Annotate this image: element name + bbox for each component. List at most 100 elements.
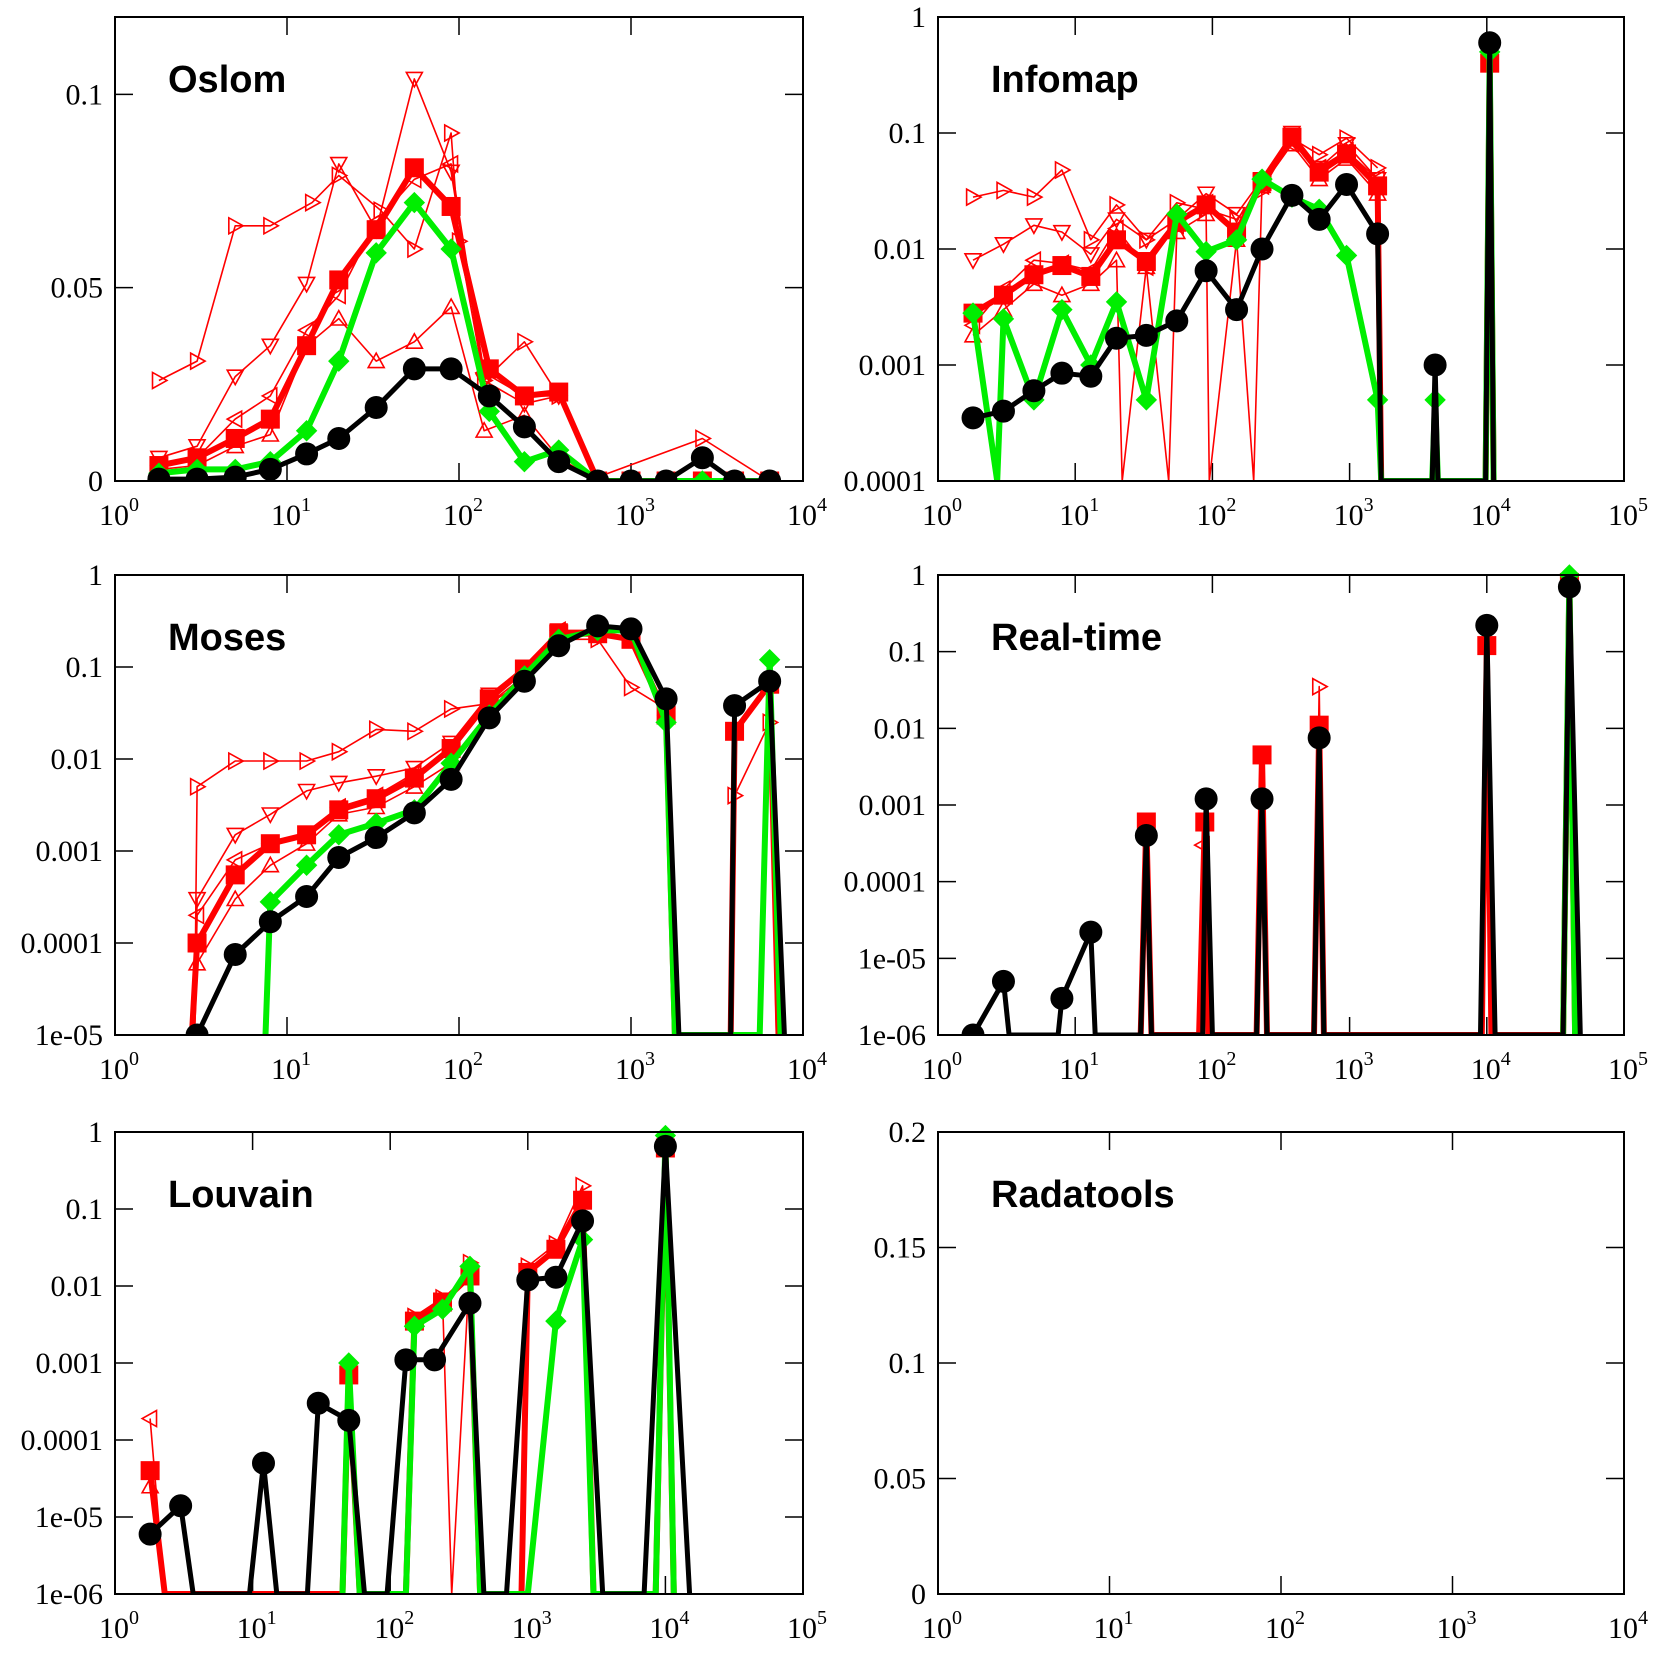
red-square-marker	[260, 834, 280, 854]
black-circle-marker	[547, 634, 571, 658]
red-tri-right-marker	[228, 751, 245, 771]
black-circle-marker	[1050, 986, 1074, 1010]
green-diamond-marker	[545, 1310, 567, 1332]
red-square-marker	[260, 409, 280, 429]
x-tick-label: 105	[1608, 494, 1648, 532]
oslom-series	[147, 71, 782, 481]
black-circle-marker	[654, 469, 678, 481]
real-time-series	[961, 564, 1583, 1035]
x-tick-label: 103	[1437, 1607, 1477, 1645]
red-tri-down-marker	[260, 807, 280, 825]
black-circle-marker	[586, 469, 610, 481]
black-circle-marker	[991, 399, 1015, 423]
black-circle-marker	[991, 969, 1015, 993]
green-diamond-marker	[431, 1298, 454, 1320]
x-tick-label: 102	[1265, 1607, 1305, 1645]
red-tri-down-marker	[994, 236, 1013, 254]
y-tick-label: 0	[911, 1578, 926, 1611]
x-tick-label: 103	[1334, 1048, 1374, 1086]
red-tri-left-marker	[187, 905, 205, 925]
red-tri-right-marker	[443, 123, 461, 143]
x-tick-label: 101	[1059, 1048, 1099, 1086]
x-tick-label: 102	[443, 1048, 483, 1086]
black-circle-marker	[439, 767, 463, 791]
black-circle-marker	[423, 1348, 447, 1372]
red-tri-left-marker	[260, 386, 278, 406]
red-tri-down-marker	[297, 276, 316, 294]
red-square-marker	[514, 386, 534, 406]
y-tick-label: 1	[911, 1, 926, 34]
y-tick-label: 0.01	[51, 1270, 104, 1303]
y-tick-label: 1e-05	[858, 942, 926, 975]
y-tick-label: 0.1	[889, 636, 927, 669]
red-tri-down-marker	[1024, 218, 1044, 235]
x-tick-label: 104	[649, 1607, 689, 1645]
black-circle-marker	[1423, 353, 1447, 377]
y-tick-label: 0.1	[889, 117, 927, 150]
y-tick-label: 0.001	[36, 1347, 104, 1380]
red-tri-right-marker	[517, 332, 535, 352]
red-tri-right-marker	[151, 371, 169, 390]
black-circle-marker	[138, 1522, 162, 1546]
red-tri-right-marker	[1083, 230, 1101, 250]
red-square-marker	[329, 270, 349, 290]
green-diamond-marker	[295, 420, 318, 442]
red-tri-right-marker	[304, 193, 322, 212]
red-tri-down-marker	[329, 156, 349, 174]
black-circle-marker	[1194, 787, 1218, 811]
green-diamond-marker	[459, 1255, 481, 1278]
black-circle-marker	[723, 694, 747, 718]
x-tick-label: 105	[1608, 1048, 1648, 1086]
black-circle-marker	[185, 467, 209, 481]
red-square-marker	[1368, 176, 1388, 196]
y-tick-label: 1e-06	[35, 1578, 103, 1611]
y-tick-label: 0.1	[66, 78, 104, 111]
plot-frame	[114, 1131, 804, 1595]
black-circle-marker	[364, 396, 388, 420]
red-square-marker	[297, 336, 317, 356]
green-diamond-marker	[1225, 229, 1248, 251]
x-tick-label: 103	[1334, 494, 1374, 532]
black-circle-marker	[690, 446, 714, 470]
red-tri-right-marker	[1370, 158, 1388, 178]
x-tick-label: 104	[1471, 494, 1511, 532]
red-tri-right-marker	[1109, 195, 1127, 215]
black-circle-marker	[1335, 172, 1359, 196]
red-square-marker	[404, 158, 424, 178]
panel-title: Radatools	[991, 1174, 1175, 1216]
black-circle-marker	[1280, 183, 1304, 207]
red-tri-down-marker	[1136, 232, 1156, 250]
green-diamond-marker	[338, 1352, 360, 1374]
red-square-marker	[1052, 256, 1072, 276]
y-tick-label: 0.1	[889, 1347, 927, 1380]
green-diamond-marker	[1251, 168, 1273, 190]
green-diamond-marker	[992, 308, 1015, 330]
red-tri-right-marker	[189, 351, 207, 371]
x-tick-label: 102	[374, 1607, 414, 1645]
y-tick-label: 0.2	[889, 1116, 927, 1149]
red-square-marker	[1282, 127, 1302, 147]
x-tick-label: 104	[787, 494, 827, 532]
red-tri-down-marker	[260, 338, 280, 356]
red-tri-right-marker	[1311, 145, 1329, 165]
red-tri-left-marker	[329, 286, 346, 305]
x-tick-label: 100	[922, 1048, 962, 1086]
red-tri-right-marker	[443, 699, 461, 719]
red-tri-right-marker	[1311, 677, 1329, 696]
red-square-marker	[1309, 162, 1329, 182]
x-tick-label: 104	[1471, 1048, 1511, 1086]
x-tick-label: 103	[512, 1607, 552, 1645]
red-tri-up-marker	[366, 351, 386, 369]
moses-series	[185, 614, 787, 1035]
red-tri-down-marker	[225, 827, 245, 845]
red-square-marker	[225, 865, 245, 885]
red-square-marker	[187, 933, 207, 953]
louvain-panel: 1e-06 1e-05 0.0001 0.001 0.01 0.1 1 100 101 102 10…	[21, 1116, 828, 1645]
red-tri-up-line	[158, 306, 703, 481]
panel-title: Moses	[168, 617, 286, 659]
black-circle-marker	[458, 1291, 482, 1315]
black-circle-marker	[477, 384, 501, 408]
x-tick-label: 102	[1196, 494, 1236, 532]
black-circle-marker	[654, 687, 678, 711]
x-tick-label: 102	[443, 494, 483, 532]
